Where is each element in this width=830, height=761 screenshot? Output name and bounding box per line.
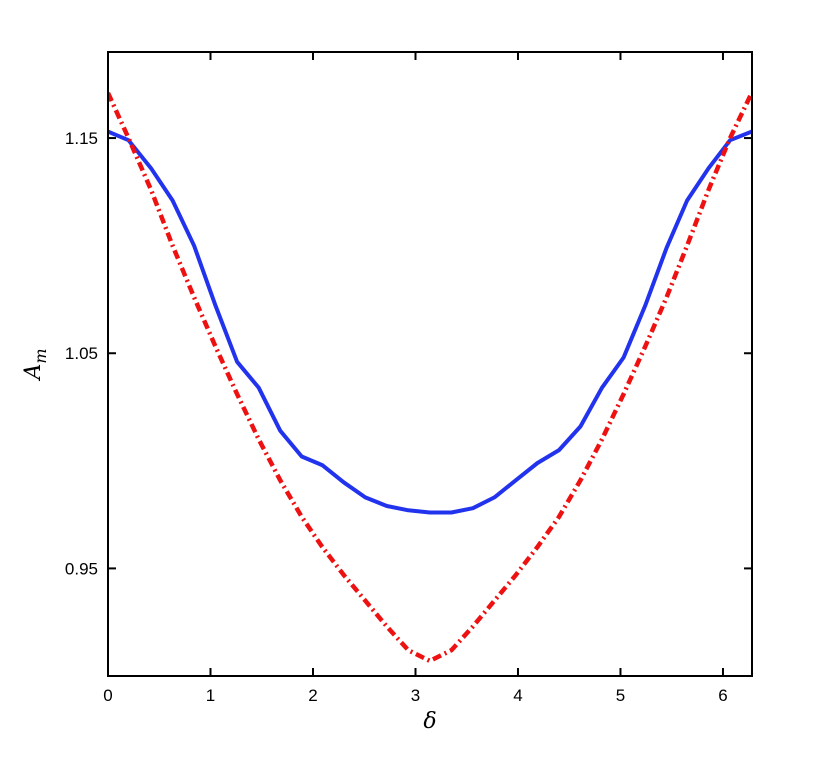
- x-tick-label: 0: [103, 686, 112, 705]
- y-tick-label: 1.15: [65, 129, 98, 148]
- ticks-layer: 0 1 2 3 4 5 6 0.95 1.05 1.15: [65, 52, 752, 705]
- y-tick-label: 0.95: [65, 559, 98, 578]
- y-axis-label-main: A: [21, 364, 46, 382]
- y-tick-label: 1.05: [65, 344, 98, 363]
- x-tick-label: 1: [206, 686, 215, 705]
- y-axis-label: Am: [21, 348, 50, 381]
- y-axis-label-sub: m: [31, 348, 50, 363]
- series-line-1: [108, 129, 752, 515]
- x-axis-label: δ: [423, 709, 436, 734]
- series-layer: [108, 91, 752, 664]
- x-tick-label: 3: [411, 686, 420, 705]
- axes-frame: [107, 51, 753, 677]
- x-tick-label: 6: [718, 686, 727, 705]
- series-line-2: [108, 91, 752, 664]
- x-tick-label: 4: [513, 686, 522, 705]
- x-tick-label: 2: [308, 686, 317, 705]
- x-tick-label: 5: [616, 686, 625, 705]
